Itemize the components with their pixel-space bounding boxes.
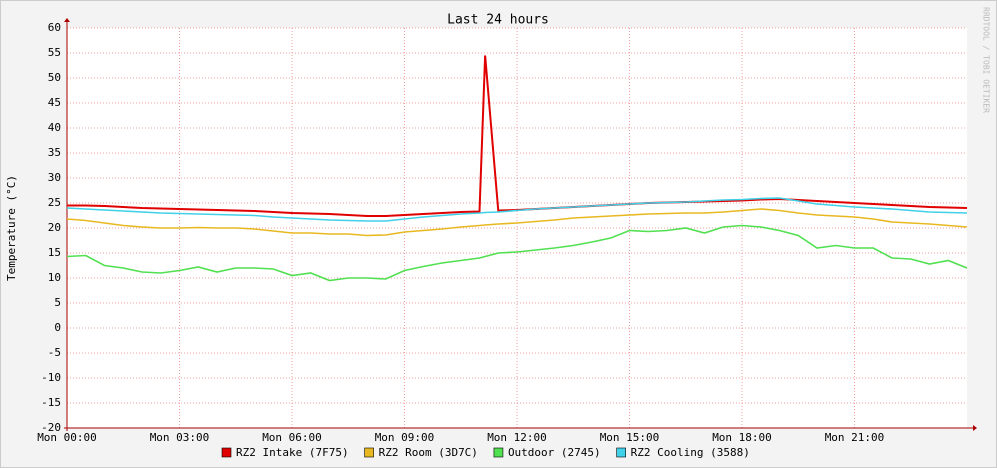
y-tick-label: 55 <box>48 46 61 59</box>
watermark: RRDTOOL / TOBI OETIKER <box>982 7 991 113</box>
y-tick-label: 15 <box>48 246 61 259</box>
x-tick-label: Mon 21:00 <box>825 431 885 444</box>
series-line <box>67 55 968 217</box>
x-tick-label: Mon 06:00 <box>262 431 322 444</box>
x-tick-label: Mon 09:00 <box>375 431 435 444</box>
series-line <box>66 208 968 237</box>
y-tick-label: 30 <box>48 171 61 184</box>
y-tick-label: -15 <box>41 396 61 409</box>
y-tick-label: 40 <box>48 121 61 134</box>
x-tick-label: Mon 03:00 <box>150 431 210 444</box>
arrow <box>64 18 70 22</box>
y-tick-label: -5 <box>48 346 61 359</box>
x-tick-label: Mon 18:00 <box>712 431 772 444</box>
x-tick-label: Mon 12:00 <box>487 431 547 444</box>
legend-label: RZ2 Room (3D7C) <box>379 446 478 459</box>
y-tick-label: 50 <box>48 71 61 84</box>
y-tick-label: 60 <box>48 21 61 34</box>
legend-label: RZ2 Intake (7F75) <box>236 446 349 459</box>
y-axis-label: Temperature (°C) <box>5 175 18 281</box>
y-tick-label: -20 <box>41 421 61 434</box>
y-tick-label: 0 <box>54 321 61 334</box>
chart-title: Last 24 hours <box>447 13 549 28</box>
legend-label: Outdoor (2745) <box>508 446 601 459</box>
x-tick-label: Mon 00:00 <box>37 431 97 444</box>
y-tick-label: 35 <box>48 146 61 159</box>
series-line <box>66 197 968 222</box>
y-tick-label: 20 <box>48 221 61 234</box>
y-tick-label: 5 <box>54 296 61 309</box>
legend-swatch <box>493 447 504 458</box>
legend-swatch <box>221 447 232 458</box>
x-tick-label: Mon 15:00 <box>600 431 660 444</box>
series-line <box>66 224 968 282</box>
arrow <box>973 425 977 431</box>
legend-swatch <box>616 447 626 458</box>
legend-label: RZ2 Cooling (3588) <box>631 446 750 459</box>
y-tick-label: -10 <box>41 371 61 384</box>
y-tick-label: 25 <box>48 196 61 209</box>
y-tick-label: 10 <box>48 271 61 284</box>
legend-swatch <box>364 447 374 458</box>
y-tick-label: 45 <box>48 96 61 109</box>
